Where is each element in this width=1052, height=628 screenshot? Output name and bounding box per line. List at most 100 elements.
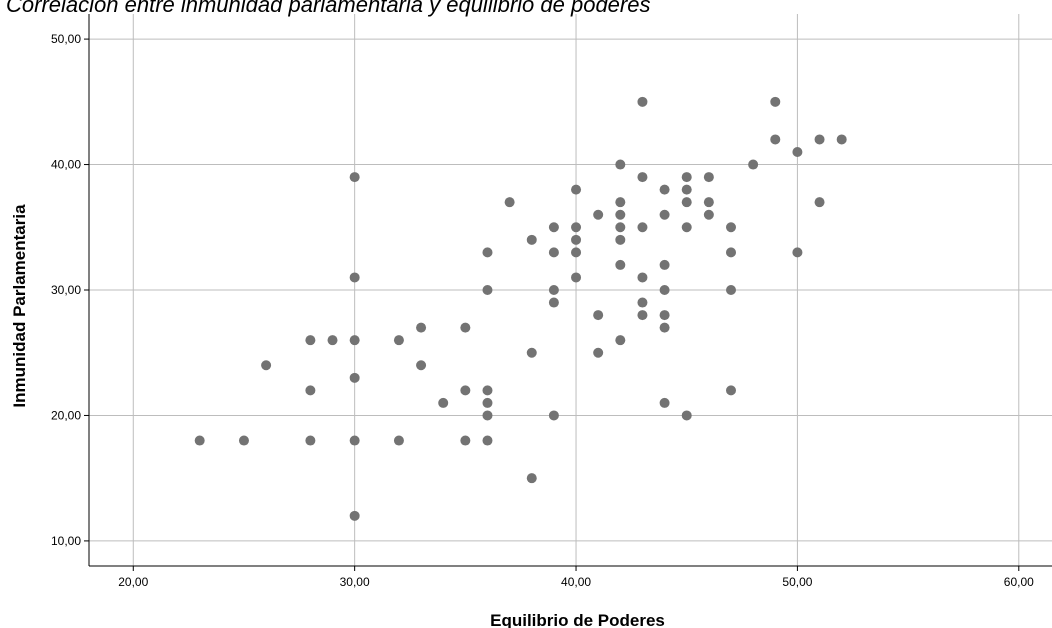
data-point [548,297,559,308]
data-point [637,272,648,283]
data-point [681,197,692,208]
data-points [194,96,847,521]
data-point [659,310,670,321]
data-point [726,285,736,295]
data-point [770,96,781,107]
data-point [460,322,471,333]
axes [84,14,1052,571]
data-point [504,197,515,208]
data-point [349,172,360,183]
data-point [571,272,582,283]
data-point [482,247,493,258]
data-point [814,197,825,208]
data-point [615,197,626,208]
data-point [748,159,759,170]
data-point [571,222,582,233]
data-point [482,285,493,295]
y-tick-label: 40,00 [51,158,81,172]
data-point [482,385,493,396]
data-point [548,410,559,421]
y-tick-label: 50,00 [51,32,81,46]
data-point [681,410,692,421]
data-point [482,397,493,408]
data-point [681,222,692,233]
tick-labels: 20,00 30,00 40,00 50,00 60,00 10,00 20,00 30,00… [51,32,1034,589]
data-point [681,172,692,183]
data-point [792,247,803,258]
data-point [571,234,582,245]
data-point [349,435,360,446]
data-point [637,96,648,107]
data-point [615,159,626,170]
data-point [482,435,493,446]
data-point [526,347,537,358]
data-point [703,172,714,183]
y-tick-label: 30,00 [51,283,81,297]
data-point [194,435,205,446]
data-point [659,259,670,270]
data-point [393,435,404,446]
data-point [261,360,272,371]
x-tick-label: 60,00 [1004,575,1034,589]
data-point [526,473,537,484]
data-point [615,222,626,233]
data-point [349,372,360,383]
data-point [814,134,825,145]
data-point [659,397,670,408]
data-point [659,285,670,295]
data-point [349,335,360,346]
x-axis-title: Equilibrio de Poderes [490,611,665,628]
data-point [593,347,604,358]
x-tick-label: 20,00 [118,575,148,589]
data-point [659,209,670,220]
data-point [637,172,648,183]
data-point [615,259,626,270]
y-tick-label: 10,00 [51,534,81,548]
data-point [726,247,736,258]
y-tick-label: 20,00 [51,408,81,422]
data-point [659,184,670,195]
data-point [703,197,714,208]
data-point [548,222,559,233]
data-point [637,310,648,321]
x-tick-label: 30,00 [340,575,370,589]
data-point [305,385,316,396]
y-axis-title: Inmunidad Parlamentaria [10,204,29,408]
data-point [327,335,338,346]
data-point [393,335,404,346]
data-point [571,184,582,195]
data-point [460,385,471,396]
data-point [349,510,360,521]
data-point [438,397,449,408]
data-point [416,360,427,371]
grid-lines [89,14,1052,566]
data-point [681,184,692,195]
x-tick-label: 50,00 [782,575,812,589]
data-point [637,222,648,233]
data-point [659,322,670,333]
data-point [792,147,803,157]
data-point [349,272,360,283]
data-point [637,297,648,308]
chart-title: Correlación entre inmunidad parlamentari… [6,0,651,17]
data-point [593,209,604,220]
x-tick-label: 40,00 [561,575,591,589]
data-point [460,435,471,446]
data-point [571,247,582,258]
data-point [482,410,493,421]
data-point [615,209,626,220]
data-point [548,247,559,258]
data-point [703,209,714,220]
data-point [615,234,626,245]
data-point [593,310,604,321]
data-point [526,234,537,245]
data-point [305,335,316,346]
data-point [548,285,559,295]
data-point [836,134,847,145]
data-point [238,435,249,446]
data-point [416,322,427,333]
data-point [726,385,736,396]
data-point [615,335,626,346]
data-point [305,435,316,446]
